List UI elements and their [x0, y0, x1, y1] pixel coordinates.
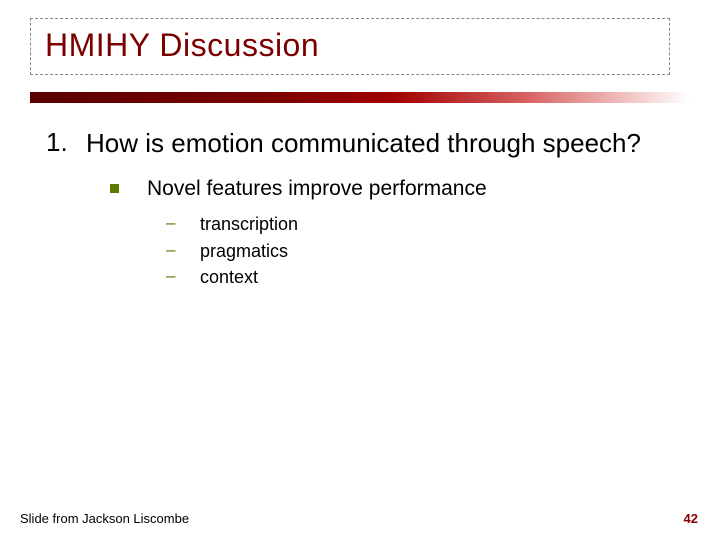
- accent-bar: [30, 92, 690, 103]
- content-area: 1. How is emotion communicated through s…: [46, 128, 660, 291]
- footer-attribution: Slide from Jackson Liscombe: [20, 511, 189, 526]
- dash-icon: –: [166, 212, 176, 234]
- list-item-text: How is emotion communicated through spee…: [86, 128, 641, 159]
- title-box: HMIHY Discussion: [30, 18, 670, 75]
- detail-item: – pragmatics: [166, 239, 660, 263]
- sublist-item: Novel features improve performance: [110, 175, 660, 202]
- slide: HMIHY Discussion 1. How is emotion commu…: [0, 0, 720, 540]
- list-item-1: 1. How is emotion communicated through s…: [46, 128, 660, 159]
- detail-text: context: [200, 265, 258, 289]
- detail-item: – context: [166, 265, 660, 289]
- detail-item: – transcription: [166, 212, 660, 236]
- list-item-number: 1.: [46, 128, 74, 158]
- slide-title: HMIHY Discussion: [45, 27, 655, 64]
- detail-text: pragmatics: [200, 239, 288, 263]
- dash-icon: –: [166, 265, 176, 287]
- dash-icon: –: [166, 239, 176, 261]
- detail-text: transcription: [200, 212, 298, 236]
- sublist-text: Novel features improve performance: [147, 175, 487, 202]
- square-bullet-icon: [110, 184, 119, 193]
- page-number: 42: [684, 511, 698, 526]
